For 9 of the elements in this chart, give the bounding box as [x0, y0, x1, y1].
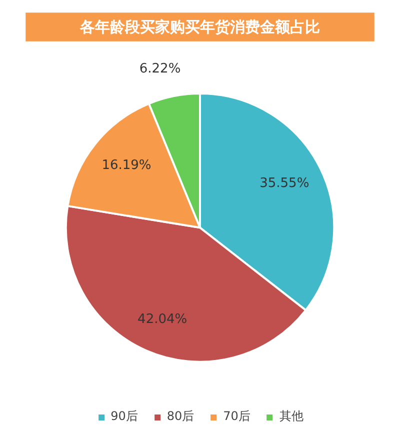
chart-title: 各年龄段买家购买年货消费金额占比: [79, 18, 320, 36]
legend-label: 90后: [110, 408, 138, 425]
data-label: 42.04%: [138, 312, 188, 328]
legend-label: 其他: [279, 408, 304, 425]
legend-label: 80后: [166, 408, 194, 425]
data-label: 35.55%: [260, 176, 310, 192]
legend-label: 70后: [223, 408, 250, 425]
data-label: 6.22%: [139, 61, 181, 76]
data-label: 16.19%: [102, 158, 152, 173]
